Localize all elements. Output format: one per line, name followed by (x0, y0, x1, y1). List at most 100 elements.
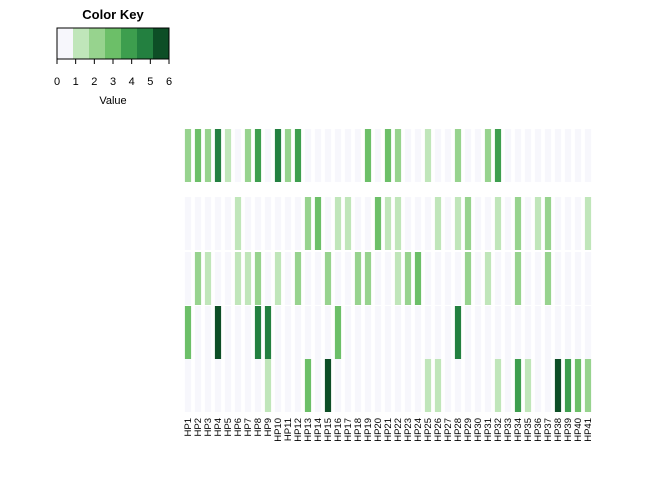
column-label: HP11 (283, 418, 294, 441)
heatmap-cell (264, 359, 272, 412)
column-label: HP14 (313, 418, 324, 442)
heatmap-cell (584, 306, 592, 359)
heatmap-cell (194, 129, 202, 182)
heatmap-cell (304, 306, 312, 359)
heatmap-cell (354, 197, 362, 250)
heatmap-cell (514, 306, 522, 359)
heatmap-cell (404, 197, 412, 250)
column-label: HP19 (363, 418, 374, 442)
heatmap-cell (234, 129, 242, 182)
column-label: HP23 (403, 418, 414, 442)
heatmap-cell (274, 306, 282, 359)
heatmap-cell (444, 306, 452, 359)
heatmap-cell (284, 197, 292, 250)
heatmap-cell (304, 197, 312, 250)
heatmap-cell (454, 252, 462, 305)
color-key-title: Color Key (82, 7, 144, 22)
heatmap-cell (444, 129, 452, 182)
heatmap-cell (314, 252, 322, 305)
column-label: HP31 (483, 418, 494, 442)
heatmap-cell (524, 252, 532, 305)
heatmap-cell (304, 129, 312, 182)
column-label: HP39 (563, 418, 574, 442)
heatmap-cell (524, 197, 532, 250)
column-label: HP36 (533, 418, 544, 442)
heatmap-cell (294, 306, 302, 359)
heatmap-cell (284, 306, 292, 359)
heatmap-cell (434, 359, 442, 412)
heatmap-cell (284, 129, 292, 182)
heatmap-cell (234, 197, 242, 250)
heatmap-cell (474, 129, 482, 182)
column-label: HP9 (263, 418, 274, 436)
heatmap-cell (334, 306, 342, 359)
heatmap-cell (394, 306, 402, 359)
heatmap-cell (464, 359, 472, 412)
heatmap-cell (544, 252, 552, 305)
heatmap-cell (414, 129, 422, 182)
column-label: HP10 (273, 418, 284, 442)
heatmap-cell (364, 306, 372, 359)
heatmap-cell (524, 359, 532, 412)
heatmap-cell (584, 359, 592, 412)
heatmap-cell (494, 252, 502, 305)
heatmap-cell (184, 129, 192, 182)
column-label: HP8 (253, 418, 264, 436)
column-label: HP6 (233, 418, 244, 436)
heatmap-cell (334, 129, 342, 182)
heatmap-cell (354, 306, 362, 359)
color-key-swatch (153, 28, 170, 59)
heatmap-cell (424, 129, 432, 182)
heatmap-cell (204, 197, 212, 250)
heatmap-cell (204, 252, 212, 305)
heatmap-cell (374, 252, 382, 305)
heatmap-cell (404, 359, 412, 412)
heatmap-cell (494, 129, 502, 182)
heatmap-cell (244, 129, 252, 182)
heatmap-cell (364, 359, 372, 412)
heatmap-cell (524, 129, 532, 182)
heatmap-cell (434, 197, 442, 250)
heatmap-cell (574, 359, 582, 412)
heatmap-cell (454, 197, 462, 250)
heatmap-cell (284, 359, 292, 412)
heatmap-cell (464, 197, 472, 250)
column-label: HP4 (213, 418, 224, 436)
heatmap-cell (214, 129, 222, 182)
color-key-tick-label: 3 (110, 76, 116, 88)
heatmap-cell (484, 306, 492, 359)
heatmap-cell (264, 252, 272, 305)
heatmap-cell (234, 359, 242, 412)
heatmap-cell (494, 306, 502, 359)
heatmap-cell (294, 197, 302, 250)
column-label: HP18 (353, 418, 364, 442)
heatmap-cell (194, 306, 202, 359)
heatmap-cell (384, 359, 392, 412)
heatmap-cell (274, 252, 282, 305)
heatmap-cell (384, 306, 392, 359)
heatmap-cell (384, 129, 392, 182)
heatmap-cell (394, 129, 402, 182)
heatmap-cell (384, 252, 392, 305)
heatmap-cell (454, 359, 462, 412)
heatmap-cell (304, 252, 312, 305)
heatmap-cell (484, 252, 492, 305)
heatmap-cell (184, 252, 192, 305)
heatmap-cell (394, 197, 402, 250)
heatmap-cell (384, 197, 392, 250)
heatmap-cell (434, 252, 442, 305)
color-key-value-label: Value (99, 95, 126, 107)
heatmap-cell (484, 129, 492, 182)
heatmap-cell (274, 197, 282, 250)
heatmap-cell (534, 359, 542, 412)
heatmap-cell (444, 197, 452, 250)
heatmap-cell (394, 252, 402, 305)
heatmap-cell (504, 252, 512, 305)
column-label: HP26 (433, 418, 444, 442)
heatmap-cell (494, 197, 502, 250)
heatmap-cell (564, 306, 572, 359)
heatmap-cell (204, 306, 212, 359)
heatmap-cell (184, 197, 192, 250)
heatmap-cell (544, 129, 552, 182)
